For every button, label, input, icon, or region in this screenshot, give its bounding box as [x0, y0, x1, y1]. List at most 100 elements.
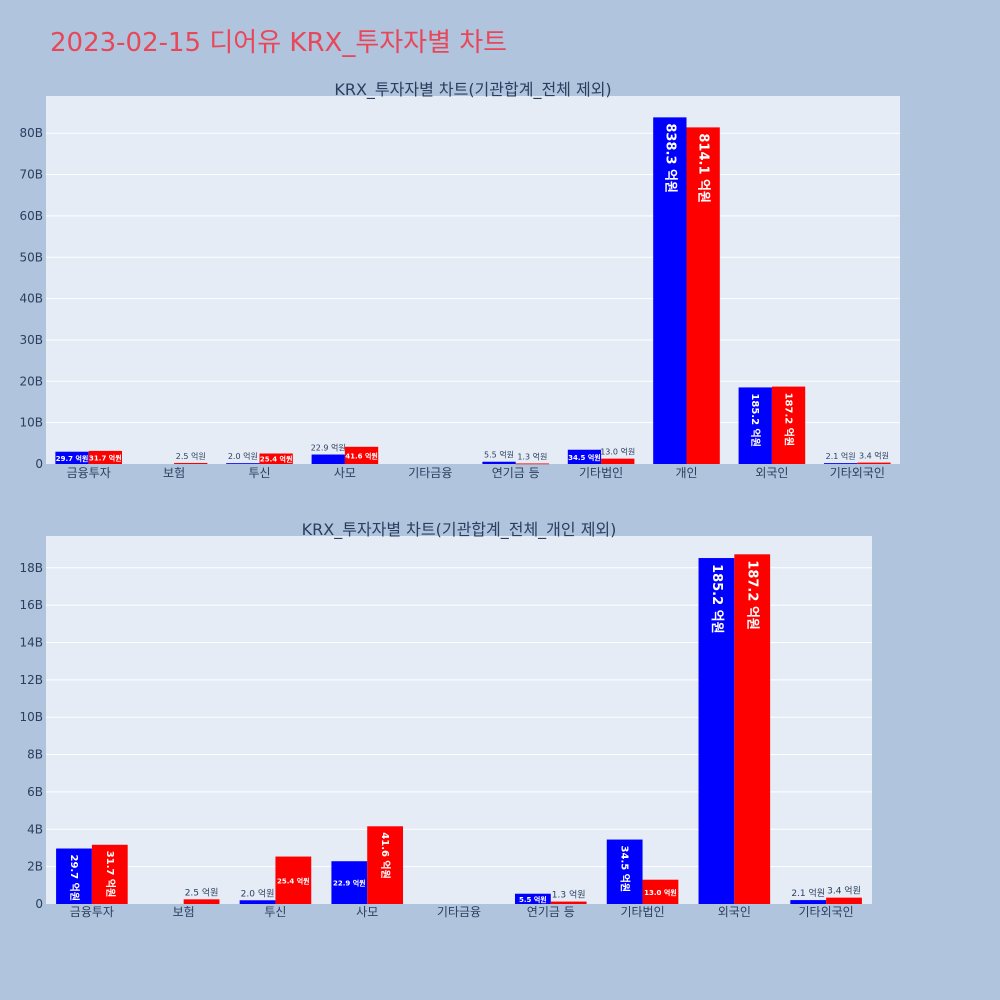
- y-tick-label: 30B: [19, 333, 43, 347]
- data-label: 814.1 억원: [696, 133, 711, 203]
- bar: [734, 554, 771, 904]
- data-label: 2.5 억원: [185, 886, 219, 898]
- data-label: 34.5 억원: [568, 453, 601, 462]
- bar: [567, 449, 602, 464]
- y-tick-label: 80B: [19, 126, 43, 140]
- bar: [275, 856, 312, 904]
- x-tick-label: 외국인: [755, 466, 788, 480]
- page-title: 2023-02-15 디어유 KRX_투자자별 차트: [50, 28, 508, 58]
- bar: [738, 387, 772, 464]
- data-label: 22.9 억원: [311, 443, 346, 453]
- bar: [826, 897, 862, 904]
- chart-title: KRX_투자자별 차트(기관합계_전체_개인 제외): [302, 520, 617, 540]
- data-label: 29.7 억원: [56, 454, 89, 463]
- data-label: 29.7 억원: [68, 855, 81, 902]
- x-tick-label: 투신: [264, 905, 286, 919]
- data-label: 5.5 억원: [484, 450, 514, 460]
- bar: [91, 844, 128, 904]
- x-tick-label: 기타외국인: [799, 905, 854, 919]
- bar: [239, 900, 276, 904]
- x-tick-label: 기타금융: [408, 466, 452, 480]
- data-label: 25.4 억원: [260, 455, 293, 464]
- x-tick-label: 기타외국인: [830, 466, 885, 480]
- data-label: 3.4 억원: [827, 885, 861, 897]
- x-tick-label: 금융투자: [67, 466, 111, 480]
- y-tick-label: 4B: [27, 822, 43, 836]
- y-tick-label: 50B: [19, 250, 43, 264]
- bar: [55, 451, 89, 464]
- bar: [771, 386, 806, 464]
- y-tick-label: 60B: [19, 209, 43, 223]
- data-label: 5.5 억원: [519, 895, 547, 904]
- bar: [515, 463, 550, 465]
- bar: [344, 446, 379, 464]
- bar: [686, 127, 720, 465]
- x-tick-label: 연기금 등: [492, 466, 540, 480]
- y-tick-label: 12B: [19, 673, 43, 687]
- y-tick-label: 16B: [19, 598, 43, 612]
- bar: [790, 900, 827, 904]
- data-label: 31.7 억원: [104, 851, 117, 898]
- data-label: 1.3 억원: [517, 451, 547, 461]
- bar: [88, 450, 123, 464]
- x-tick-label: 보험: [163, 466, 185, 480]
- y-tick-label: 2B: [27, 860, 43, 874]
- data-label: 2.1 억원: [791, 887, 825, 899]
- x-tick-label: 연기금 등: [527, 905, 575, 919]
- y-tick-label: 14B: [19, 635, 43, 649]
- data-label: 41.6 억원: [379, 832, 392, 879]
- y-tick-label: 0: [35, 897, 43, 911]
- bar: [514, 893, 551, 904]
- y-tick-label: 18B: [19, 561, 43, 575]
- data-label: 13.0 억원: [644, 888, 677, 897]
- x-tick-label: 투신: [248, 466, 270, 480]
- data-label: 2.0 억원: [241, 887, 275, 899]
- chart-2: 0 2B 4B 6B 8B 10B 12B 14B 16B 18B KRX_투자자별 차트(기관합계…: [19, 520, 872, 919]
- bar: [606, 839, 643, 904]
- chart-1: 0 10B 20B 30B 40B 50B 60B 70B 80B KRX_투자자별 차트(기관합…: [19, 80, 900, 480]
- bar: [311, 454, 345, 464]
- bar: [642, 879, 679, 904]
- x-tick-label: 보험: [173, 905, 195, 919]
- data-label: 13.0 억원: [600, 447, 635, 457]
- bar: [857, 462, 891, 464]
- x-tick-label: 외국인: [718, 905, 751, 919]
- bar: [174, 462, 208, 464]
- data-label: 34.5 억원: [619, 846, 632, 893]
- bar: [56, 848, 92, 904]
- y-tick-label: 70B: [19, 168, 43, 182]
- data-label: 2.5 억원: [176, 451, 206, 461]
- x-tick-label: 기타법인: [579, 466, 623, 480]
- x-tick-label: 기타금융: [437, 905, 481, 919]
- x-tick-label: 사모: [356, 905, 378, 919]
- y-tick-label: 20B: [19, 374, 43, 388]
- y-tick-label: 8B: [27, 748, 43, 762]
- data-label: 25.4 억원: [277, 876, 310, 885]
- bar: [259, 453, 293, 464]
- bar: [482, 461, 516, 464]
- data-label: 185.2 억원: [749, 393, 762, 447]
- data-label: 187.2 억원: [745, 560, 760, 630]
- data-label: 187.2 억원: [783, 393, 796, 447]
- data-label: 3.4 억원: [859, 451, 889, 461]
- bar: [601, 458, 635, 464]
- y-tick-label: 40B: [19, 292, 43, 306]
- bar: [823, 463, 858, 464]
- data-label: 41.6 억원: [345, 451, 378, 460]
- bar: [653, 117, 687, 464]
- y-tick-label: 10B: [19, 710, 43, 724]
- x-tick-label: 사모: [334, 466, 356, 480]
- data-label: 31.7 억원: [89, 453, 122, 462]
- y-tick-label: 10B: [19, 416, 43, 430]
- bar: [226, 463, 260, 464]
- bar: [698, 558, 735, 904]
- data-label: 2.1 억원: [826, 451, 856, 461]
- y-tick-label: 0: [35, 457, 43, 471]
- x-tick-label: 개인: [675, 466, 697, 480]
- chart-title: KRX_투자자별 차트(기관합계_전체 제외): [334, 80, 611, 100]
- bar: [550, 901, 587, 904]
- y-tick-label: 6B: [27, 785, 43, 799]
- bar: [367, 826, 404, 904]
- data-label: 838.3 억원: [662, 123, 677, 193]
